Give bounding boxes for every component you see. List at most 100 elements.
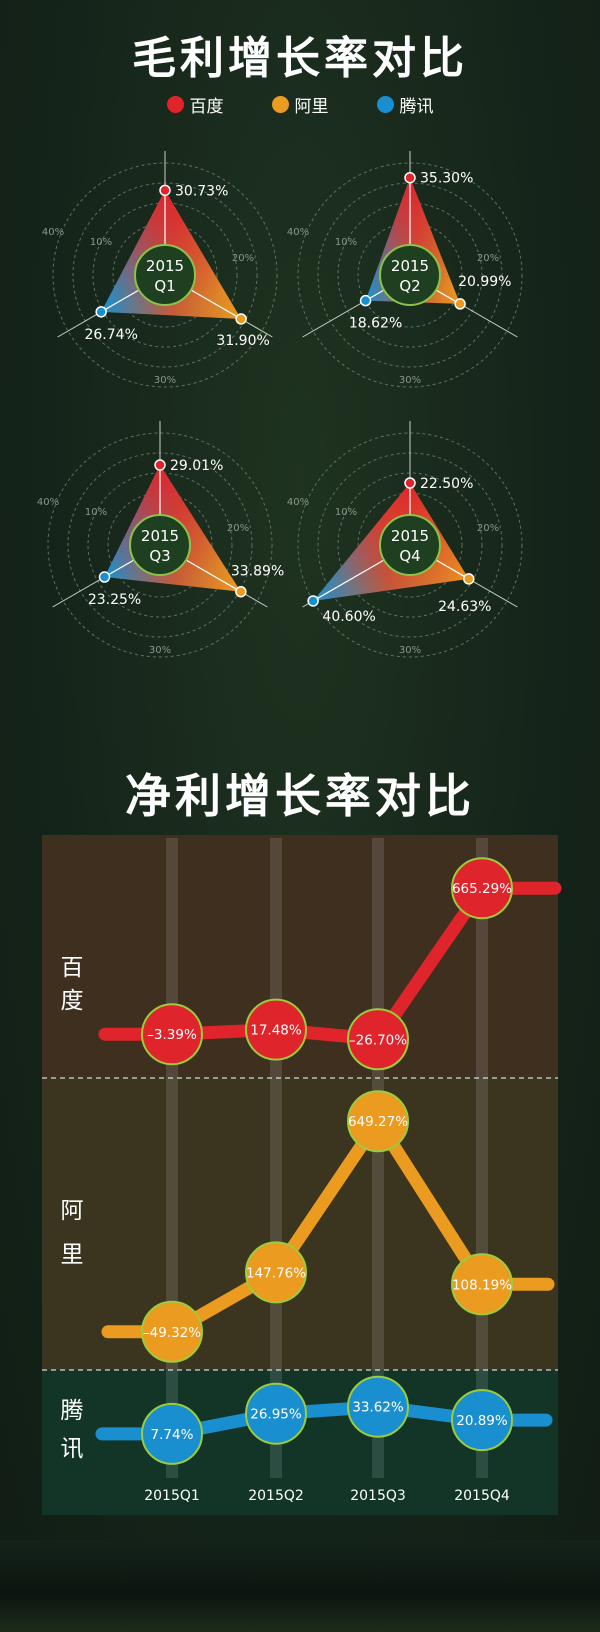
radar-ring (357, 492, 463, 598)
radar-ring-label: 10% (335, 237, 357, 248)
radar-point-baidu (404, 477, 416, 489)
radar-ring (297, 432, 523, 658)
series-value-label: 147.76% (246, 1265, 306, 1281)
radar-value-label: 18.62% (349, 316, 402, 332)
series-point-alibaba (141, 1300, 203, 1363)
radar-point-baidu (159, 184, 171, 197)
gross-title: 毛利增长率对比 (132, 33, 468, 84)
x-tick-label: 2015Q4 (454, 1488, 510, 1504)
legend-label-alibaba: 阿里 (294, 97, 329, 117)
series-value-label: 17.48% (250, 1023, 302, 1039)
series-value-label: 26.95% (250, 1407, 302, 1423)
series-point-baidu (141, 1003, 203, 1066)
series-value-label: 108.19% (452, 1277, 512, 1293)
company-label: 腾 (61, 1398, 84, 1424)
radar-point-alibaba (463, 573, 475, 585)
legend-item-baidu: 百度 (166, 92, 224, 117)
radar-value-label: 30.73% (175, 183, 228, 199)
radar-point-alibaba (454, 298, 466, 310)
radar-point-baidu (404, 171, 416, 184)
series-value-label: 649.27% (348, 1114, 408, 1130)
legend-label-tencent: 腾讯 (399, 97, 434, 117)
legend-item-alibaba: 阿里 (271, 92, 329, 117)
radar-point-tencent (98, 571, 111, 583)
radar-ring (112, 222, 218, 328)
radar-value-label: 40.60% (322, 609, 375, 625)
radar-ring (297, 162, 523, 388)
legend: 百度 阿里 腾讯 (0, 92, 600, 117)
net-band-alibaba (42, 1078, 558, 1370)
series-value-label: 33.62% (352, 1400, 404, 1416)
radar-ring-label: 10% (90, 237, 112, 248)
quarter-badge-quarter: Q3 (149, 547, 170, 565)
company-label: 讯 (61, 1436, 84, 1462)
x-tick-label: 2015Q3 (350, 1488, 406, 1504)
radar-value-label: 31.90% (216, 333, 269, 349)
radar-ring-label: 30% (399, 645, 421, 656)
legend-label-baidu: 百度 (189, 97, 224, 117)
quarter-badge-year: 2015 (391, 257, 429, 275)
company-label: 度 (61, 988, 84, 1014)
series-point-alibaba (451, 1253, 513, 1316)
radar-ring (357, 222, 463, 328)
radar-value-label: 22.50% (420, 476, 473, 492)
series-point-baidu (347, 1008, 409, 1071)
bottom-decoration (0, 1540, 600, 1632)
radar-ring-label: 40% (287, 227, 309, 238)
radar-ring-label: 40% (42, 227, 64, 238)
radar-ring-label: 40% (287, 497, 309, 508)
radar-value-label: 20.99% (458, 274, 511, 290)
radar-ring (47, 432, 273, 658)
series-value-label: –26.70% (349, 1032, 407, 1048)
radar-panel-q1: 10% 20% 30% 40% 30.73% 31.90% 26.74% 2015 Q1 (42, 151, 278, 388)
radar-ring (107, 492, 213, 598)
company-label: 阿 (61, 1198, 84, 1224)
x-tick-label: 2015Q2 (248, 1488, 304, 1504)
quarter-column-stripe (476, 838, 488, 1478)
quarter-column-stripe (270, 838, 282, 1478)
series-value-label: 20.89% (456, 1413, 508, 1429)
quarter-badge-quarter: Q1 (154, 277, 175, 295)
series-point-alibaba (245, 1241, 307, 1304)
series-point-tencent (141, 1402, 203, 1465)
x-tick-label: 2015Q1 (144, 1488, 200, 1504)
quarter-badge-year: 2015 (146, 257, 184, 275)
legend-dot-baidu (166, 96, 184, 113)
company-label: 百 (61, 955, 84, 981)
quarter-badge (379, 514, 441, 576)
radar-panel-q3: 10% 20% 30% 40% 29.01% 33.89% 23.25% 2015 Q3 (37, 421, 284, 658)
radar-value-label: 33.89% (231, 564, 284, 580)
radar-point-tencent (307, 595, 319, 607)
radar-ring-label: 20% (477, 523, 499, 534)
legend-item-tencent: 腾讯 (376, 92, 434, 117)
series-value-label: 7.74% (151, 1427, 194, 1443)
quarter-badge-quarter: Q2 (399, 277, 420, 295)
radar-ring-label: 30% (399, 375, 421, 386)
radar-ring-label: 40% (37, 497, 59, 508)
radar-value-label: 24.63% (438, 599, 491, 615)
legend-dot-alibaba (271, 96, 289, 113)
quarter-badge (379, 244, 441, 306)
radar-point-baidu (154, 459, 166, 471)
radar-point-alibaba (235, 585, 247, 598)
legend-dot-tencent (376, 96, 394, 113)
radar-ring-label: 20% (227, 523, 249, 534)
series-value-label: 665.29% (452, 881, 512, 897)
radar-panel-q4: 10% 20% 30% 40% 22.50% 24.63% 40.60% 2015 Q4 (287, 421, 523, 658)
series-point-alibaba (347, 1090, 409, 1153)
quarter-column-stripe (372, 838, 384, 1478)
series-point-tencent (245, 1382, 307, 1445)
radar-ring-label: 20% (477, 253, 499, 264)
radar-ring-label: 20% (232, 253, 254, 264)
radar-panel-q2: 10% 20% 30% 40% 35.30% 20.99% 18.62% 2015 Q2 (287, 151, 523, 388)
radar-ring (52, 162, 278, 388)
radar-value-label: 26.74% (84, 327, 137, 343)
company-label: 里 (61, 1242, 84, 1268)
radar-point-tencent (95, 306, 107, 318)
quarter-column-stripe (166, 838, 178, 1478)
radar-ring-label: 30% (154, 375, 176, 386)
radar-value-label: 29.01% (170, 458, 223, 474)
radar-value-label: 23.25% (88, 592, 141, 608)
radar-value-label: 35.30% (420, 171, 473, 187)
